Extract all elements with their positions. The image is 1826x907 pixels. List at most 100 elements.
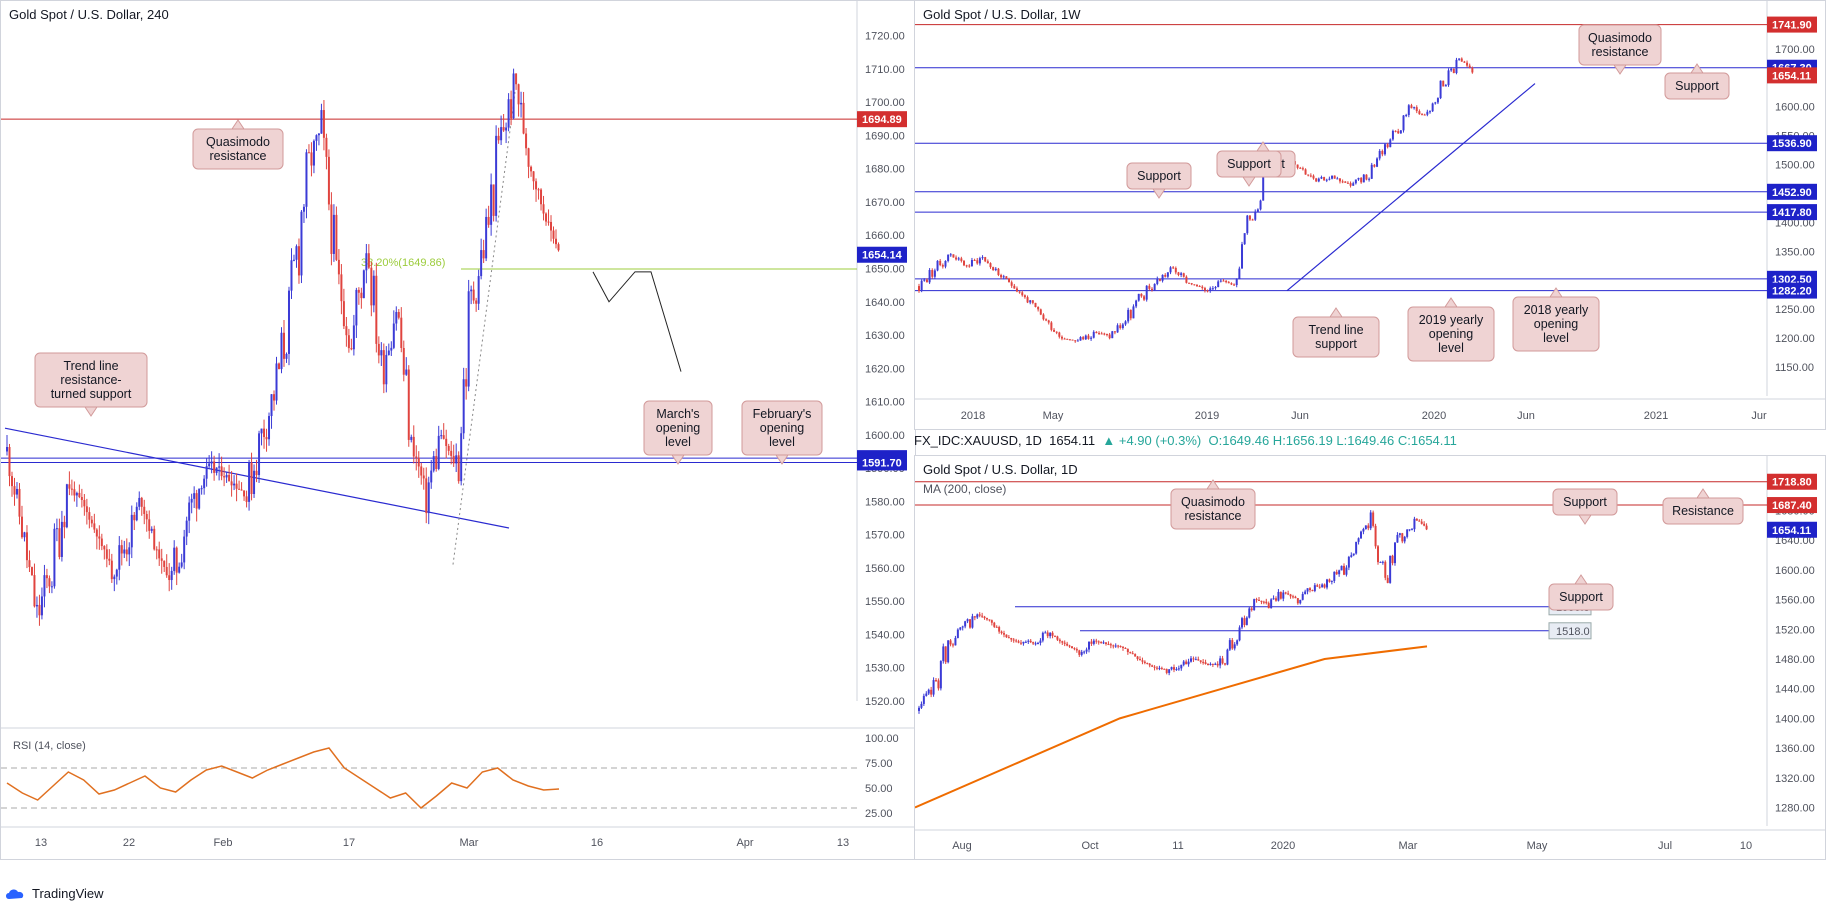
h4-candle-body [218, 466, 221, 468]
weekly-chart-panel[interactable]: Gold Spot / U.S. Dollar, 1W 1700.001650.… [914, 0, 1826, 430]
h4-chart-svg[interactable]: 1720.00 1710.00 1700.00 1690.00 1680.00 1670.… [1, 1, 915, 859]
weekly-candle-body [1376, 158, 1379, 167]
daily-candle-body [1224, 663, 1226, 665]
daily-candle-body [1088, 641, 1090, 650]
daily-candle-body [1231, 640, 1234, 649]
h4-candle-body [93, 523, 96, 530]
h4-y-tick-label: 1680.00 [865, 164, 905, 176]
h4-candle-body [63, 521, 66, 528]
h4-candle-body [422, 475, 425, 479]
daily-candle-body [1109, 644, 1112, 646]
h4-annotation-text: resistance- [60, 373, 121, 387]
footer-brand[interactable]: TradingView [4, 886, 104, 901]
weekly-chart-svg[interactable]: 1700.001650.001600.001550.001500.001450.… [915, 1, 1825, 429]
weekly-candle-body [1084, 335, 1087, 340]
h4-candle-body [240, 489, 243, 491]
h4-candle-body [450, 450, 453, 456]
daily-annotation-pointer [1696, 488, 1710, 499]
daily-candle-body [1398, 533, 1401, 535]
weekly-candle-body [1111, 331, 1114, 339]
h4-candle-body [297, 246, 300, 276]
daily-candle-body [1000, 631, 1003, 634]
h4-y-tick-label: 1530.00 [865, 663, 905, 675]
daily-level-box [1548, 622, 1592, 640]
daily-chart-svg[interactable]: 1680.001640.001600.001560.001520.001480.… [915, 456, 1825, 859]
weekly-candle-body [1235, 278, 1238, 286]
weekly-candle-body [1428, 111, 1431, 113]
h4-candle-body [283, 332, 285, 359]
weekly-candle-body [1373, 164, 1376, 167]
weekly-candle-body [1338, 178, 1341, 182]
h4-candle-body [452, 455, 455, 464]
h4-chart-panel[interactable]: Gold Spot / U.S. Dollar, 240 1720.00 1710… [0, 0, 916, 860]
weekly-candle-body [1053, 329, 1056, 332]
rsi-y-tick-label: 50.00 [865, 783, 893, 795]
weekly-candle-body [1262, 172, 1265, 201]
h4-y-tick-label: 1570.00 [865, 530, 905, 542]
weekly-annotation-pointer [1549, 287, 1563, 298]
weekly-price-tag [1767, 204, 1817, 221]
daily-candle-body [990, 620, 993, 623]
weekly-price-tag [1767, 16, 1817, 33]
h4-candle-body [467, 291, 470, 387]
daily-candle-body [1165, 669, 1168, 673]
weekly-annotation-pointer [1242, 176, 1256, 187]
h4-candle-body [108, 558, 111, 561]
weekly-candle-body [1413, 107, 1416, 109]
h4-candle-body [412, 436, 415, 457]
h4-candle-body [497, 135, 500, 141]
daily-candle-body [1083, 651, 1086, 653]
weekly-annotation-text: Support [1227, 157, 1271, 171]
h4-candle-body [470, 289, 473, 292]
daily-candle-body [1296, 598, 1299, 604]
daily-candle-body [1139, 659, 1141, 661]
daily-candle-body [969, 619, 971, 628]
h4-candle-body [335, 214, 338, 260]
h4-candle-body [342, 301, 345, 327]
daily-candle-body [1005, 634, 1008, 638]
daily-candle-body [1024, 641, 1027, 643]
daily-candle-body [1092, 640, 1095, 644]
daily-candle-body [1265, 601, 1268, 604]
h4-annotation-text: level [769, 435, 795, 449]
weekly-candle-body [1455, 59, 1458, 74]
weekly-candle-body [1211, 288, 1214, 290]
daily-annotation-text: Resistance [1672, 504, 1734, 518]
weekly-candle-body [1129, 309, 1132, 319]
h4-candle-body [370, 267, 373, 306]
daily-candle-body [1095, 640, 1098, 642]
weekly-price-tag-label: 1536.90 [1772, 138, 1812, 150]
weekly-candle-body [1238, 268, 1241, 279]
daily-candle-body [1192, 658, 1195, 660]
weekly-candle-body [936, 260, 939, 271]
weekly-candle-body [1391, 130, 1394, 140]
weekly-annotation-text: support [1315, 337, 1357, 351]
weekly-candle-body [1015, 288, 1018, 292]
weekly-candle-body [1008, 278, 1011, 283]
daily-candle-body [1233, 644, 1236, 649]
daily-candle-body [944, 646, 947, 663]
daily-chart-panel[interactable]: Gold Spot / U.S. Dollar, 1D MA (200, clo… [914, 455, 1826, 860]
weekly-candle-body [1092, 331, 1095, 338]
h4-fib-label: 38.20%(1649.86) [361, 257, 445, 269]
daily-candle-body [1177, 668, 1180, 670]
weekly-candle-body [1182, 273, 1185, 277]
h4-annotation-text: Quasimodo [206, 135, 270, 149]
weekly-candle-body [1315, 178, 1318, 182]
h4-price-tag-label: 1694.89 [862, 114, 902, 126]
weekly-candle-body [1164, 274, 1167, 277]
weekly-candle-body [1233, 284, 1236, 286]
weekly-y-tick-label: 1500.00 [1775, 160, 1815, 172]
weekly-candle-body [1370, 164, 1373, 179]
daily-candle-body [1100, 641, 1103, 643]
weekly-candle-body [1397, 131, 1400, 134]
weekly-candle-body [1439, 80, 1442, 99]
h4-candle-body [68, 484, 71, 489]
h4-y-tick-label: 1700.00 [865, 97, 905, 109]
weekly-candle-body [1098, 333, 1101, 335]
weekly-candle-body [1140, 293, 1143, 297]
weekly-candle-body [1225, 280, 1228, 283]
weekly-candle-body [1251, 219, 1254, 221]
weekly-candle-body [1135, 300, 1138, 307]
daily-annotation-text: Support [1559, 590, 1603, 604]
